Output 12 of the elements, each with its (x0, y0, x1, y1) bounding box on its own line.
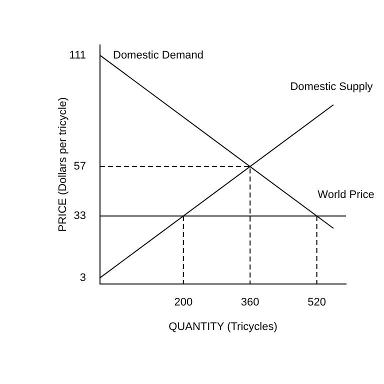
ref-line-label: World Price (318, 189, 374, 202)
y-tick-label: 33 (74, 210, 86, 222)
x-axis-title: QUANTITY (Tricycles) (168, 321, 278, 334)
y-axis-title: PRICE (Dollars per tricycle) (57, 97, 70, 232)
y-tick-label: 111 (69, 49, 86, 62)
x-tick-label: 520 (308, 296, 326, 309)
series-label: Domestic Demand (113, 49, 204, 62)
x-tick-label: 360 (240, 296, 260, 309)
x-tick-label: 200 (174, 296, 193, 309)
y-tick-label: 57 (74, 160, 86, 173)
y-tick-label: 3 (80, 272, 86, 284)
series-label: Domestic Supply (290, 80, 374, 93)
